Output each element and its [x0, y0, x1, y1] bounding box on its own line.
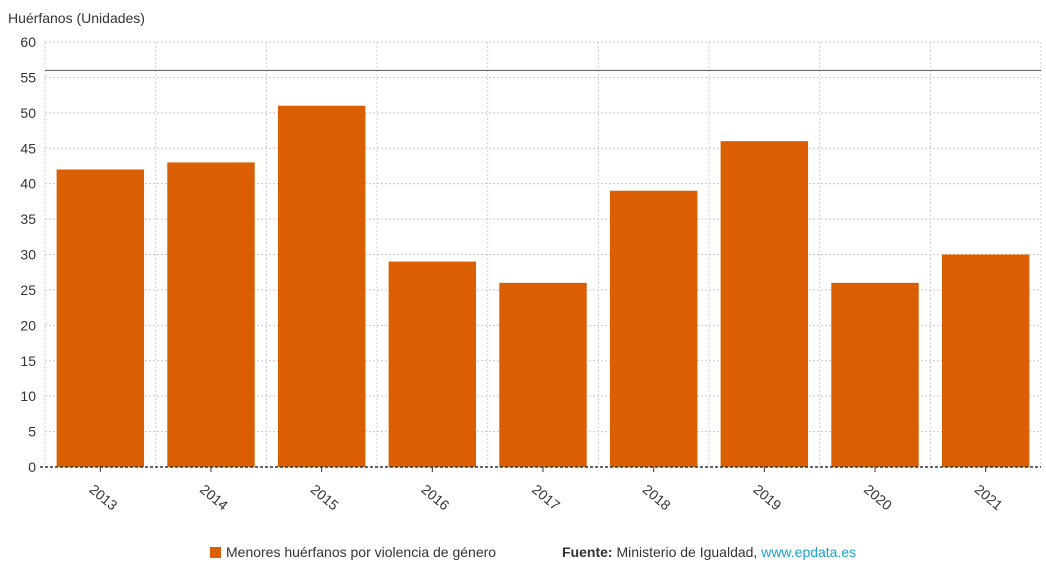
x-tick-label: 2013 [86, 481, 120, 513]
y-tick-label: 30 [20, 247, 36, 263]
bar-2020[interactable] [831, 282, 919, 467]
source-note: Fuente: Ministerio de Igualdad, www.epda… [562, 544, 856, 560]
y-tick-label: 0 [28, 459, 36, 475]
x-tick-label: 2015 [308, 481, 342, 513]
bar-2018[interactable] [609, 190, 698, 467]
x-tick-label: 2021 [972, 481, 1006, 513]
source-text: Ministerio de Igualdad, [612, 544, 762, 560]
bar-2021[interactable] [941, 254, 1030, 468]
x-tick-label: 2017 [529, 481, 563, 513]
y-axis-label: Huérfanos (Unidades) [8, 10, 145, 26]
x-tick-label: 2019 [750, 481, 784, 513]
bar-2017[interactable] [499, 282, 587, 467]
y-tick-label: 55 [20, 69, 36, 85]
source-link[interactable]: www.epdata.es [761, 544, 857, 560]
source-label: Fuente: [562, 544, 613, 560]
y-tick-label: 10 [20, 388, 36, 404]
bar-2013[interactable] [56, 169, 145, 468]
y-tick-label: 60 [20, 34, 36, 50]
bar-2015[interactable] [277, 105, 366, 467]
bar-2016[interactable] [388, 261, 477, 467]
y-tick-label: 45 [20, 140, 36, 156]
x-tick-label: 2016 [418, 481, 452, 513]
bar-2019[interactable] [720, 141, 809, 467]
x-tick-label: 2020 [861, 481, 895, 513]
y-tick-label: 5 [28, 424, 36, 440]
legend-label: Menores huérfanos por violencia de géner… [226, 544, 497, 560]
x-tick-label: 2014 [197, 481, 231, 513]
legend[interactable]: Menores huérfanos por violencia de géner… [210, 544, 496, 560]
legend-swatch [210, 546, 221, 558]
chart-footer: Menores huérfanos por violencia de géner… [0, 543, 1046, 562]
y-tick-label: 15 [20, 353, 36, 369]
x-tick-label: 2018 [640, 481, 674, 513]
y-tick-label: 35 [20, 211, 36, 227]
bars [56, 105, 1030, 468]
y-tick-label: 20 [20, 317, 36, 333]
y-tick-label: 50 [20, 105, 36, 121]
y-tick-label: 40 [20, 176, 36, 192]
bar-2014[interactable] [167, 162, 255, 467]
y-tick-label: 25 [20, 282, 36, 298]
